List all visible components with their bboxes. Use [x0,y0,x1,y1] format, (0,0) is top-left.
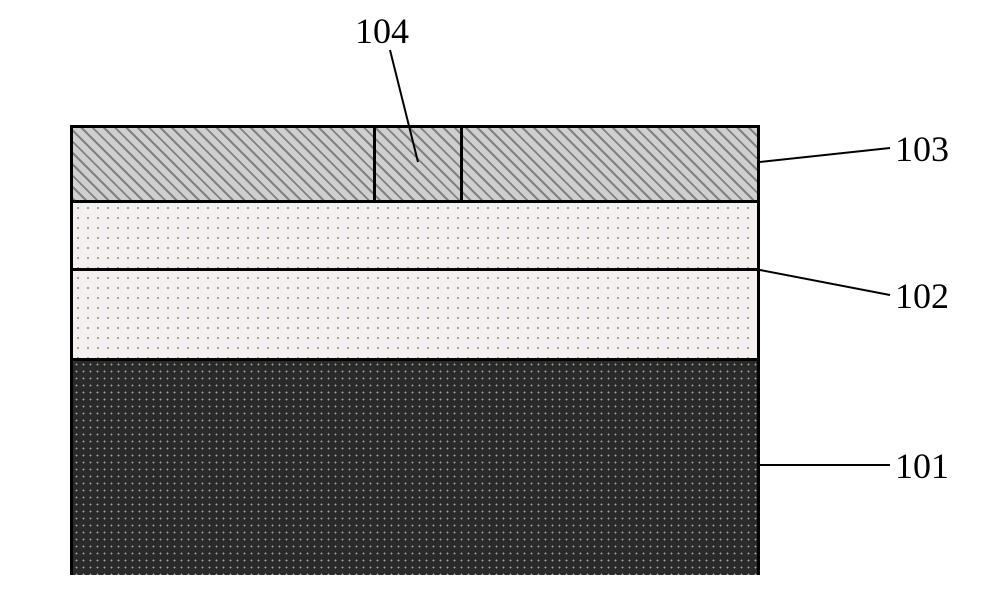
layer-101 [73,361,757,575]
label-101: 101 [895,445,949,487]
label-103: 103 [895,128,949,170]
layer-102-internal-divider [73,268,757,271]
leader-102 [760,270,890,295]
leader-103 [760,148,890,162]
label-104: 104 [355,10,409,52]
cross-section-diagram [70,125,760,575]
layer-102 [73,203,757,358]
feature-104 [373,128,463,203]
layer-103 [73,128,757,203]
label-102: 102 [895,275,949,317]
